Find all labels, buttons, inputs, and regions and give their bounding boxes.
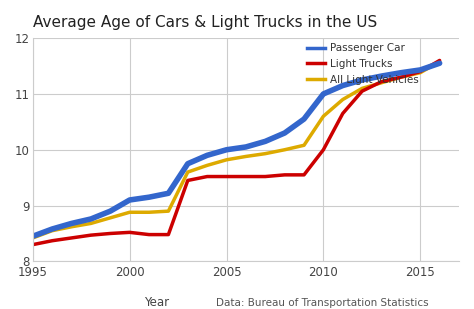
Passenger Car [69,222,74,225]
Passenger Car [282,131,287,135]
Passenger Car [49,227,55,231]
Light Trucks [398,75,404,79]
All Light Vehicles [379,81,384,85]
Light Trucks [69,236,74,240]
Light Trucks [127,231,133,234]
Light Trucks [301,173,307,177]
All Light Vehicles [185,170,191,174]
Passenger Car [359,78,365,82]
Passenger Car [320,92,326,96]
All Light Vehicles [263,152,268,155]
Passenger Car [108,209,113,213]
All Light Vehicles [359,87,365,90]
Light Trucks [359,89,365,93]
Passenger Car [127,198,133,202]
Passenger Car [437,61,442,65]
Legend: Passenger Car, Light Trucks, All Light Vehicles: Passenger Car, Light Trucks, All Light V… [307,43,419,85]
Passenger Car [418,68,423,72]
Text: Average Age of Cars & Light Trucks in the US: Average Age of Cars & Light Trucks in th… [33,15,377,30]
Light Trucks [437,59,442,62]
Passenger Car [88,217,94,221]
All Light Vehicles [398,75,404,79]
Light Trucks [204,175,210,178]
All Light Vehicles [340,98,346,101]
All Light Vehicles [243,154,249,158]
All Light Vehicles [282,148,287,152]
Light Trucks [340,112,346,115]
Passenger Car [185,162,191,166]
Light Trucks [224,175,229,178]
Light Trucks [108,232,113,235]
Passenger Car [165,192,171,195]
Passenger Car [243,145,249,149]
Light Trucks [146,233,152,236]
Light Trucks [379,80,384,83]
All Light Vehicles [69,225,74,229]
Line: All Light Vehicles: All Light Vehicles [33,61,439,238]
All Light Vehicles [320,114,326,118]
All Light Vehicles [224,158,229,162]
Light Trucks [30,243,36,247]
Passenger Car [301,117,307,121]
All Light Vehicles [127,210,133,214]
All Light Vehicles [146,210,152,214]
Light Trucks [165,233,171,236]
Text: Year: Year [144,296,169,309]
Light Trucks [88,233,94,237]
Line: Passenger Car: Passenger Car [33,63,439,236]
All Light Vehicles [49,229,55,233]
Passenger Car [379,74,384,78]
All Light Vehicles [30,236,36,240]
Passenger Car [263,140,268,143]
All Light Vehicles [204,163,210,167]
All Light Vehicles [88,222,94,225]
Light Trucks [320,148,326,152]
Passenger Car [146,195,152,199]
Passenger Car [398,71,404,74]
Line: Light Trucks: Light Trucks [33,61,439,245]
Passenger Car [340,84,346,87]
All Light Vehicles [301,143,307,147]
Light Trucks [185,179,191,182]
All Light Vehicles [418,71,423,74]
Text: Data: Bureau of Transportation Statistics: Data: Bureau of Transportation Statistic… [216,298,428,308]
Light Trucks [49,239,55,243]
All Light Vehicles [165,209,171,213]
Light Trucks [282,173,287,177]
All Light Vehicles [108,216,113,220]
Light Trucks [418,70,423,74]
Light Trucks [263,175,268,178]
Passenger Car [30,235,36,238]
Light Trucks [243,175,249,178]
All Light Vehicles [437,60,442,63]
Passenger Car [204,154,210,157]
Passenger Car [224,148,229,152]
